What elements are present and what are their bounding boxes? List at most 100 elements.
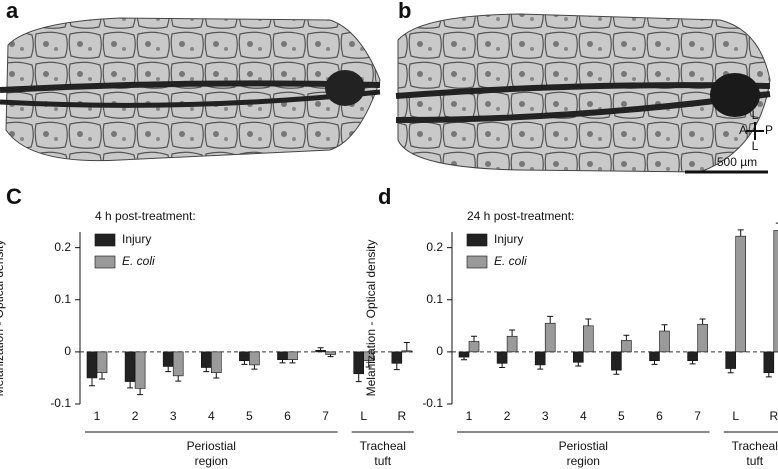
bar bbox=[735, 235, 747, 353]
bar bbox=[134, 351, 146, 389]
group-label: tuft bbox=[746, 454, 763, 468]
x-tick-label: 2 bbox=[504, 409, 511, 423]
error-bar bbox=[213, 372, 220, 379]
group-label: Tracheal bbox=[360, 439, 406, 453]
bar bbox=[287, 351, 298, 360]
bar bbox=[391, 351, 403, 364]
bar bbox=[468, 341, 480, 353]
x-tick-label: 4 bbox=[208, 409, 215, 423]
orientation-label: P bbox=[765, 123, 773, 137]
annotation: 24 h post-treatment: bbox=[467, 209, 574, 223]
error-bar bbox=[575, 362, 582, 367]
error-bar bbox=[355, 373, 362, 383]
bar bbox=[582, 325, 594, 353]
error-bar bbox=[403, 341, 410, 351]
legend-label: E. coli bbox=[494, 254, 527, 268]
image-b bbox=[395, 13, 771, 174]
error-bar bbox=[137, 388, 144, 396]
y-tick-label: 0 bbox=[436, 344, 443, 358]
error-bar bbox=[775, 222, 778, 224]
bar bbox=[211, 351, 222, 374]
y-tick-label: 0.2 bbox=[426, 240, 443, 254]
x-tick-label: 5 bbox=[246, 409, 253, 423]
x-tick-label: 7 bbox=[694, 409, 701, 423]
bar bbox=[353, 351, 365, 375]
error-bar bbox=[537, 364, 544, 370]
x-tick-label: 6 bbox=[656, 409, 663, 423]
error-bar bbox=[699, 318, 706, 325]
group-label: region bbox=[195, 454, 228, 468]
x-tick-label: 1 bbox=[466, 409, 473, 423]
bar bbox=[239, 351, 250, 362]
y-tick-label: 0 bbox=[64, 344, 71, 358]
y-axis-title: Melanization - Optical density bbox=[0, 240, 6, 397]
bar bbox=[496, 351, 508, 364]
bar bbox=[621, 340, 632, 353]
bar bbox=[763, 351, 775, 374]
bar bbox=[172, 351, 184, 377]
error-bar bbox=[727, 368, 734, 374]
error-bar bbox=[461, 357, 467, 361]
bar bbox=[697, 323, 708, 353]
bar bbox=[124, 351, 136, 382]
legend-swatch bbox=[466, 233, 488, 247]
bar bbox=[649, 351, 660, 362]
panel-label: d bbox=[378, 184, 391, 209]
panel-label: a bbox=[6, 0, 19, 23]
error-bar bbox=[175, 375, 182, 382]
bar bbox=[773, 230, 778, 353]
error-bar bbox=[251, 364, 258, 370]
bar bbox=[544, 322, 556, 353]
group-label: Periostial bbox=[559, 439, 608, 453]
y-tick-label: 0.1 bbox=[426, 292, 443, 306]
image-a bbox=[0, 17, 381, 162]
y-tick-label: 0.1 bbox=[54, 292, 71, 306]
error-bar bbox=[127, 381, 134, 389]
bar bbox=[249, 351, 260, 366]
error-bar bbox=[317, 347, 324, 351]
x-tick-label: 4 bbox=[580, 409, 587, 423]
bar bbox=[687, 351, 698, 362]
bar bbox=[572, 351, 584, 363]
error-bar bbox=[651, 360, 658, 365]
bar bbox=[725, 351, 737, 369]
x-tick-label: 6 bbox=[284, 409, 291, 423]
x-tick-label: 7 bbox=[322, 409, 329, 423]
legend-swatch bbox=[94, 255, 116, 269]
x-tick-label: R bbox=[397, 409, 406, 423]
orientation-label: L bbox=[752, 108, 759, 122]
bar bbox=[96, 351, 108, 374]
bar bbox=[201, 351, 212, 368]
x-tick-label: 5 bbox=[618, 409, 625, 423]
error-bar bbox=[365, 360, 372, 368]
bar bbox=[315, 350, 326, 353]
y-tick-label: -0.1 bbox=[422, 396, 443, 410]
error-bar bbox=[623, 334, 630, 341]
bar bbox=[325, 351, 336, 355]
bar bbox=[277, 351, 288, 360]
bar bbox=[86, 351, 98, 379]
panel-label: b bbox=[398, 0, 411, 23]
x-tick-label: 3 bbox=[542, 409, 549, 423]
bar bbox=[506, 335, 518, 353]
error-bar bbox=[99, 372, 105, 380]
error-bar bbox=[547, 315, 554, 324]
error-bar bbox=[89, 377, 95, 387]
bar bbox=[458, 351, 470, 358]
error-bar bbox=[509, 329, 516, 337]
error-bar bbox=[737, 229, 744, 237]
x-tick-label: L bbox=[732, 409, 739, 423]
y-axis-title: Melanization - Optical density bbox=[364, 240, 378, 397]
legend-label: E. coli bbox=[122, 254, 155, 268]
annotation: 4 h post-treatment: bbox=[95, 209, 196, 223]
x-tick-label: R bbox=[769, 409, 778, 423]
y-tick-label: -0.1 bbox=[50, 396, 71, 410]
panel-label: C bbox=[6, 184, 22, 209]
y-tick-label: 0.2 bbox=[54, 240, 71, 254]
legend-swatch bbox=[94, 233, 116, 247]
group-label: region bbox=[567, 454, 600, 468]
bar bbox=[401, 350, 413, 353]
error-bar bbox=[289, 359, 296, 364]
group-label: tuft bbox=[374, 454, 391, 468]
